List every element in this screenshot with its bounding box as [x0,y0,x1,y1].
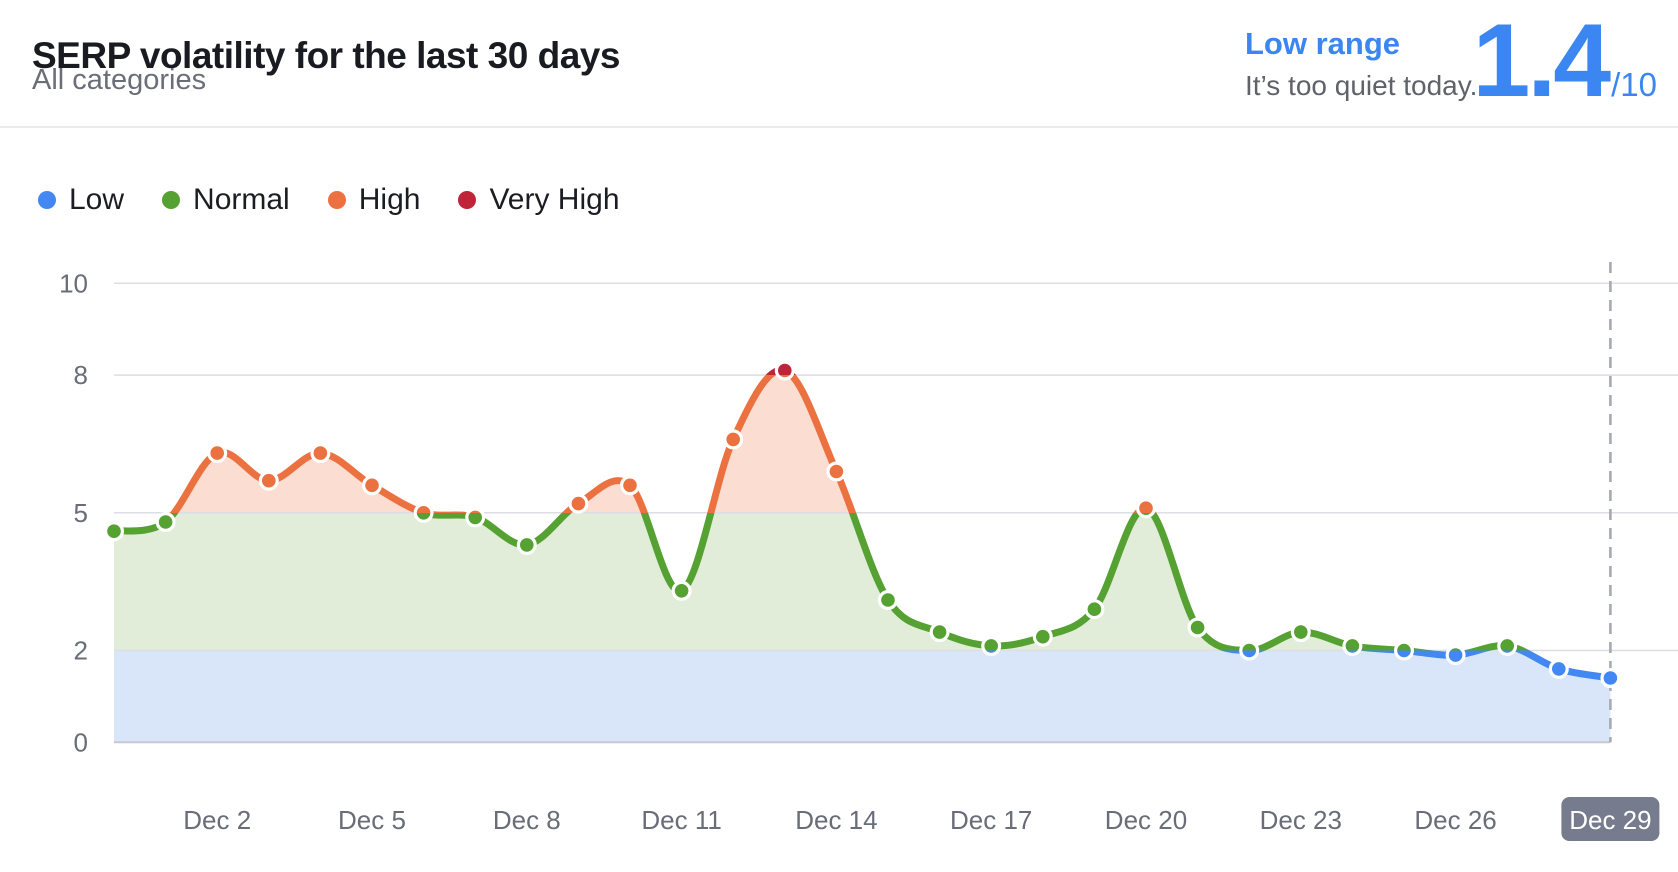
very-high-dot-icon [458,191,477,209]
data-point [1342,635,1363,656]
data-point [310,443,331,464]
data-point [1445,645,1466,666]
data-point [207,443,228,464]
high-dot-icon [327,191,346,209]
y-tick-label: 0 [74,727,88,757]
data-point [1135,498,1156,519]
highlighted-date-badge [1561,797,1660,841]
y-tick-label: 10 [59,268,88,298]
volatility-range-message: It’s too quiet today. [1245,70,1478,101]
data-point [1497,635,1518,656]
data-point [516,534,537,555]
data-point [465,507,486,528]
legend-item-label: Very High [489,183,620,216]
data-point [1600,667,1621,688]
volatility-score-suffix: /10 [1611,66,1657,103]
normal-dot-icon [162,191,181,209]
data-point [723,429,744,450]
volatility-score: 1.4 [1472,3,1612,119]
data-point [258,470,279,491]
x-tick-label: Dec 17 [950,805,1032,835]
y-tick-label: 5 [74,498,88,528]
data-point [774,360,795,381]
legend-item-label: Normal [193,183,290,216]
category-filter-label: All categories [32,64,207,96]
data-point [671,580,692,601]
volatility-range-label: Low range [1245,26,1401,61]
x-tick-label: Dec 20 [1105,805,1187,835]
x-tick-label: Dec 23 [1260,805,1342,835]
x-tick-label: Dec 26 [1414,805,1496,835]
page-title: SERP volatility for the last 30 days [32,34,620,76]
legend-item-label: High [358,183,421,216]
data-point [1084,599,1105,620]
data-point [103,521,124,542]
data-point [826,461,847,482]
y-tick-label: 8 [74,360,88,390]
data-point [619,475,640,496]
data-point [1187,617,1208,638]
x-tick-label: Dec 14 [795,805,877,835]
legend-item-normal[interactable]: Normal [162,183,290,217]
data-point [413,502,434,523]
data-point [981,635,1002,656]
data-point [1290,622,1311,643]
x-tick-label: Dec 8 [493,805,561,835]
chart-legend: Low Normal High Very High [38,183,620,217]
data-point [1032,626,1053,647]
data-point [929,622,950,643]
volatility-area [114,369,1611,743]
data-point [1239,640,1260,661]
data-point [362,475,383,496]
x-tick-label-highlighted: Dec 29 [1569,805,1651,835]
data-point [1548,658,1569,679]
legend-item-label: Low [69,183,125,216]
x-tick-label: Dec 2 [183,805,251,835]
low-dot-icon [38,191,56,209]
legend-item-very-high[interactable]: Very High [458,183,620,217]
data-point [155,511,176,532]
volatility-score-block: 1.4 /10 [1472,3,1657,119]
data-point [568,493,589,514]
legend-item-high[interactable]: High [327,183,421,217]
x-tick-label: Dec 11 [641,805,721,835]
y-tick-label: 2 [74,636,88,666]
data-point [877,589,898,610]
x-tick-label: Dec 5 [338,805,406,835]
data-point [1393,640,1414,661]
legend-item-low[interactable]: Low [38,183,124,217]
volatility-status: Low range It’s too quiet today. [1245,26,1477,102]
header-divider [0,126,1678,128]
